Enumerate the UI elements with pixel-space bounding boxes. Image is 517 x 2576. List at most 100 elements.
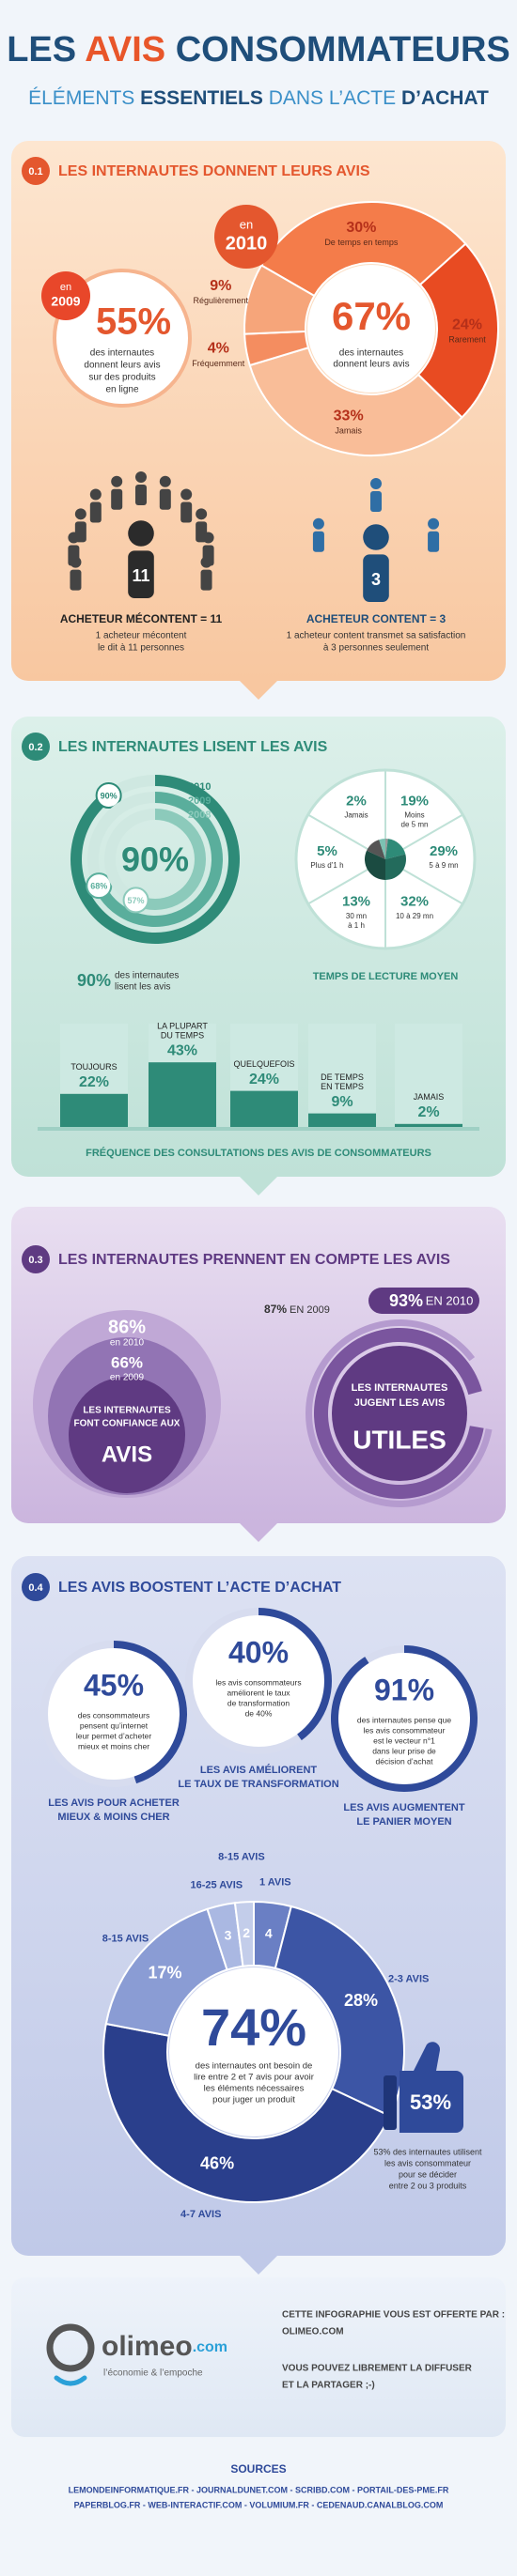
- label: 33%: [334, 408, 364, 424]
- donut-segment: [259, 201, 467, 298]
- section-number: 0.2: [28, 742, 42, 753]
- label: LE PANIER MOYEN: [356, 1816, 451, 1828]
- label: pour se décider: [399, 2169, 457, 2179]
- thumb-icon: [400, 2042, 463, 2133]
- label: AVIS: [102, 1442, 152, 1467]
- bar-bg: [308, 1024, 376, 1127]
- pie-slice: [379, 839, 385, 859]
- subtitle-part: D’ACHAT: [401, 87, 489, 109]
- subtitle-part: DANS L’ACTE: [269, 87, 396, 109]
- label: 43%: [167, 1042, 197, 1058]
- useful-circle: [332, 1346, 467, 1481]
- person-body: [68, 545, 80, 566]
- label: les avis consommateur: [364, 1725, 446, 1735]
- main-title: LES AVIS CONSOMMATEURS: [7, 30, 510, 69]
- section-title: LES AVIS BOOSTENT L’ACTE D’ACHAT: [58, 1580, 341, 1596]
- big-value: 90%: [121, 841, 189, 879]
- person-head: [363, 524, 389, 550]
- label: 45%: [84, 1668, 144, 1702]
- section-number: 0.1: [28, 166, 42, 177]
- stat-arc: [258, 1608, 332, 1741]
- label: JAMAIS: [414, 1092, 445, 1102]
- label: OLIMEO.COM: [282, 2327, 344, 2337]
- label: 91%: [374, 1673, 434, 1706]
- section-notch: [240, 2256, 277, 2275]
- thumb-cuff: [384, 2075, 397, 2130]
- label: à 3 personnes seulement: [323, 643, 430, 654]
- label: EN TEMPS: [321, 1082, 364, 1091]
- label: lisent les avis: [115, 982, 170, 993]
- label: Rarement: [448, 335, 486, 345]
- section-notch: [240, 681, 277, 700]
- label: 9%: [210, 278, 231, 294]
- person-body: [370, 491, 382, 512]
- bar: [308, 1113, 376, 1127]
- person-head: [159, 475, 171, 487]
- label: Jamais: [335, 425, 362, 435]
- label: des consommateurs: [78, 1710, 150, 1720]
- label: pour juger un produit: [212, 2095, 295, 2106]
- label: des internautes ont besoin de: [196, 2061, 313, 2072]
- section-notch: [240, 1523, 277, 1542]
- pie-slice: [385, 839, 388, 859]
- section-notch: [240, 1177, 277, 1195]
- big-value: 74%: [201, 1998, 306, 2057]
- label: Régulièrement: [193, 296, 248, 305]
- donut-segment: [243, 264, 316, 335]
- label: 93%: [389, 1291, 423, 1310]
- label: ACHETEUR MÉCONTENT = 11: [60, 611, 223, 625]
- person-body: [135, 485, 147, 505]
- donut-segment: [416, 242, 499, 419]
- section-badge: [22, 1573, 50, 1601]
- label: LES AVIS AMÉLIORENT: [200, 1764, 318, 1776]
- label: 2009: [51, 294, 80, 309]
- label: 1 acheteur content transmet sa satisfact…: [287, 631, 466, 641]
- label: FONT CONFIANCE AUX: [74, 1419, 180, 1429]
- section-title: LES INTERNAUTES DONNENT LEURS AVIS: [58, 163, 370, 179]
- year-pill: [368, 1288, 479, 1314]
- label: lire entre 2 et 7 avis pour avoir: [194, 2073, 314, 2083]
- label: 16-25 AVIS: [190, 1879, 243, 1890]
- section-title: LES INTERNAUTES PRENNENT EN COMPTE LES A…: [58, 1252, 450, 1268]
- label: LES INTERNAUTES: [352, 1382, 448, 1394]
- section-badge: [22, 157, 50, 185]
- section-title: LES INTERNAUTES LISENT LES AVIS: [58, 739, 328, 755]
- label: 8-15 AVIS: [218, 1851, 265, 1862]
- person-head: [89, 488, 102, 501]
- label: des internautes: [90, 348, 154, 359]
- label: 8-15 AVIS: [102, 1934, 149, 1945]
- label: LES INTERNAUTES: [83, 1406, 171, 1416]
- big-value: 55%: [96, 301, 171, 343]
- label: 4-7 AVIS: [180, 2209, 221, 2220]
- person-head: [111, 475, 123, 487]
- logo-mark: [46, 2323, 95, 2372]
- label: 2009: [188, 795, 211, 807]
- label: 32%: [400, 894, 429, 910]
- label: de 5 mn: [401, 820, 429, 828]
- ring-arc: [133, 809, 206, 910]
- person-head: [370, 478, 382, 489]
- label: Moins: [404, 810, 424, 819]
- label: 5 à 9 mn: [429, 861, 458, 870]
- bar-bg: [395, 1024, 462, 1127]
- label: mieux et moins cher: [78, 1741, 149, 1751]
- label: 2-3 AVIS: [388, 1973, 429, 1984]
- person-head: [202, 532, 214, 544]
- label: en: [240, 217, 253, 231]
- label: 13%: [342, 894, 370, 910]
- label: 3: [225, 1928, 232, 1943]
- person-head: [200, 556, 212, 568]
- stat-arc: [114, 1641, 187, 1784]
- bar-ground: [38, 1127, 479, 1131]
- bar: [149, 1062, 216, 1127]
- label: 1 acheteur mécontent: [96, 631, 187, 641]
- label: dans leur prise de: [372, 1746, 436, 1755]
- pie-slice: [364, 850, 385, 880]
- person-head: [428, 517, 440, 530]
- label: CETTE INFOGRAPHIE VOUS EST OFFERTE PAR :: [282, 2310, 505, 2321]
- person-head: [312, 517, 324, 530]
- person-body: [159, 488, 171, 510]
- label: 5%: [317, 843, 337, 859]
- brand-name: olimeo: [102, 2331, 193, 2362]
- person-body: [312, 531, 324, 552]
